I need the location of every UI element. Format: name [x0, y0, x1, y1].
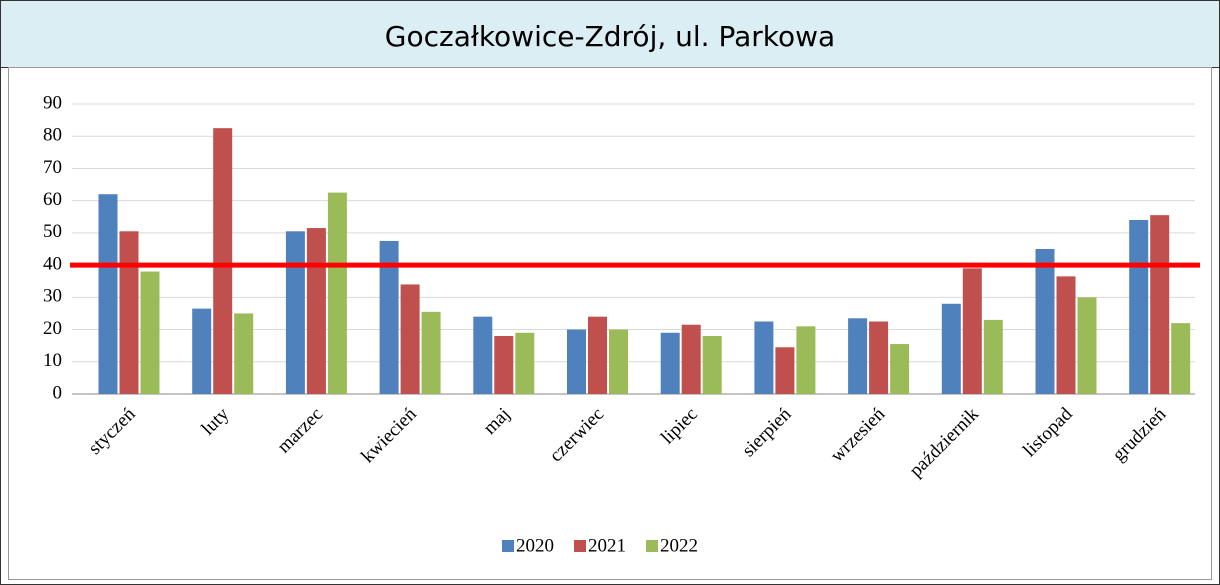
y-tick-label: 90: [43, 92, 62, 113]
title-box: [0, 0, 1220, 68]
y-tick-label: 80: [43, 125, 62, 146]
legend-label: 2020: [516, 535, 554, 556]
y-tick-label: 50: [43, 221, 62, 242]
bar: [494, 336, 514, 394]
bar: [848, 318, 868, 394]
bar: [567, 329, 586, 394]
bar: [660, 332, 680, 394]
bar: [1150, 215, 1170, 394]
bar: [588, 316, 607, 394]
bar: [1171, 323, 1191, 394]
bar: [983, 319, 1003, 394]
bar: [285, 231, 305, 394]
bar: [421, 311, 441, 394]
bar: [473, 316, 493, 394]
legend-label: 2021: [588, 535, 626, 556]
bar: [702, 336, 722, 394]
bar: [1077, 297, 1097, 394]
y-tick-label: 70: [43, 157, 62, 178]
bar: [140, 271, 160, 394]
bar: [796, 326, 816, 394]
bar: [1035, 249, 1055, 394]
y-tick-label: 40: [43, 253, 62, 274]
bar: [681, 324, 701, 394]
y-tick-label: 60: [43, 189, 62, 210]
bar: [890, 344, 910, 394]
bar: [400, 284, 420, 394]
plot-frame: [8, 67, 1212, 580]
bar: [869, 321, 889, 394]
bar: [515, 332, 535, 394]
bar: [306, 228, 326, 394]
bar: [119, 231, 139, 394]
bar: [379, 240, 399, 394]
bar: [609, 329, 628, 394]
legend-label: 2022: [660, 535, 698, 556]
y-tick-label: 0: [53, 382, 63, 403]
bar: [941, 303, 961, 394]
bar: [962, 268, 982, 394]
bar: [234, 313, 254, 394]
y-tick-label: 20: [43, 318, 62, 339]
legend-swatch: [646, 540, 658, 552]
y-tick-label: 30: [43, 286, 62, 307]
legend-swatch: [574, 540, 586, 552]
bar: [775, 347, 795, 394]
bar: [213, 128, 233, 394]
y-tick-label: 10: [43, 350, 62, 371]
bar: [1056, 276, 1076, 394]
bar: [754, 321, 774, 394]
legend-swatch: [502, 540, 514, 552]
bar: [1129, 220, 1149, 394]
bar: [98, 194, 118, 394]
bar: [327, 192, 347, 394]
bar: [192, 308, 212, 394]
chart-title: Goczałkowice-Zdrój, ul. Parkowa: [385, 20, 835, 53]
